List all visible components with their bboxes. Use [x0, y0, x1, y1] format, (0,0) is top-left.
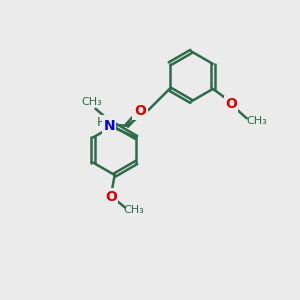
Text: CH₃: CH₃ — [247, 116, 267, 126]
Text: O: O — [225, 97, 237, 111]
Text: CH₃: CH₃ — [123, 206, 144, 215]
Text: O: O — [105, 190, 117, 203]
Text: O: O — [134, 104, 146, 118]
Text: H: H — [97, 116, 106, 129]
Text: N: N — [103, 119, 115, 133]
Text: CH₃: CH₃ — [82, 97, 102, 107]
